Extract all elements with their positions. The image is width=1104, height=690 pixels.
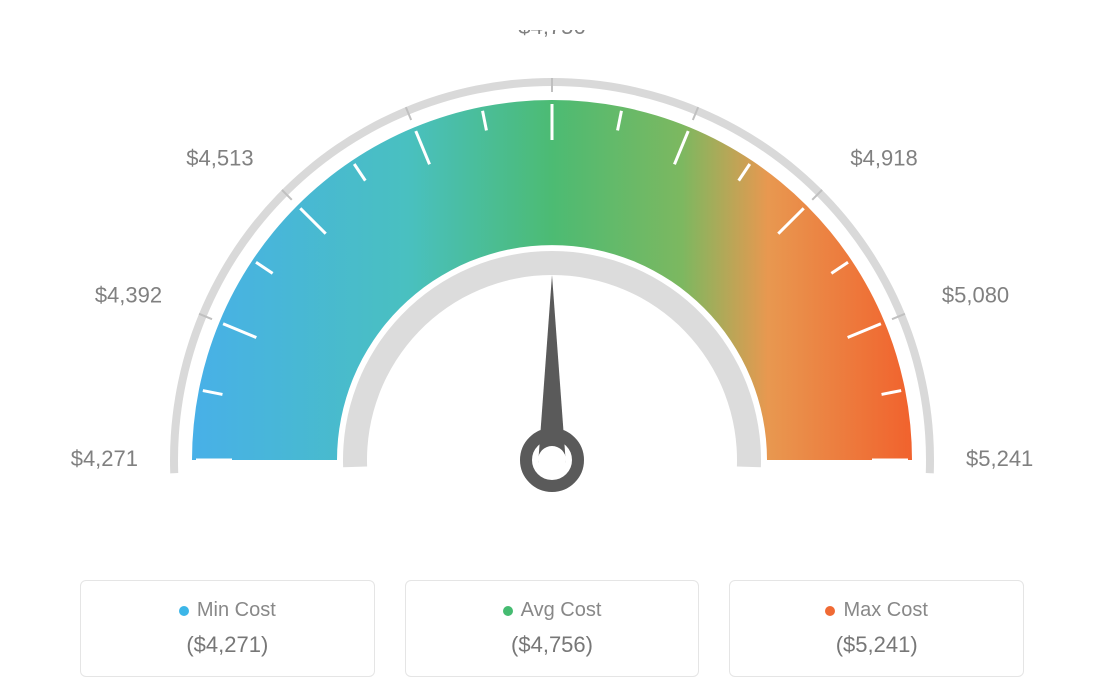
max-dot-icon [825,606,835,616]
gauge-tick-label: $4,392 [95,283,162,308]
gauge-tick-label: $4,271 [71,446,138,471]
avg-cost-header: Avg Cost [430,599,675,622]
gauge-tick-label: $4,918 [850,146,917,171]
min-dot-icon [179,606,189,616]
min-cost-card: Min Cost ($4,271) [80,580,375,677]
max-cost-value: ($5,241) [754,632,999,658]
min-cost-header: Min Cost [105,599,350,622]
avg-cost-value: ($4,756) [430,632,675,658]
avg-cost-card: Avg Cost ($4,756) [405,580,700,677]
gauge-chart: $4,271 $4,392 $4,513 $4,756 $4,918 $5,080 $5,2… [40,30,1064,550]
gauge-tick-label: $5,080 [942,283,1009,308]
max-cost-header: Max Cost [754,599,999,622]
min-cost-label: Min Cost [197,599,276,622]
avg-cost-label: Avg Cost [521,599,602,622]
gauge-tick-label: $5,241 [966,446,1033,471]
avg-dot-icon [503,606,513,616]
gauge-svg: $4,271 $4,392 $4,513 $4,756 $4,918 $5,080 $5,2… [52,30,1052,550]
min-cost-value: ($4,271) [105,632,350,658]
gauge-tick-label: $4,756 [518,30,585,39]
gauge-hub-inner [538,446,566,474]
max-cost-card: Max Cost ($5,241) [729,580,1024,677]
legend-row: Min Cost ($4,271) Avg Cost ($4,756) Max … [40,580,1064,677]
max-cost-label: Max Cost [843,599,927,622]
gauge-tick-label: $4,513 [186,146,253,171]
